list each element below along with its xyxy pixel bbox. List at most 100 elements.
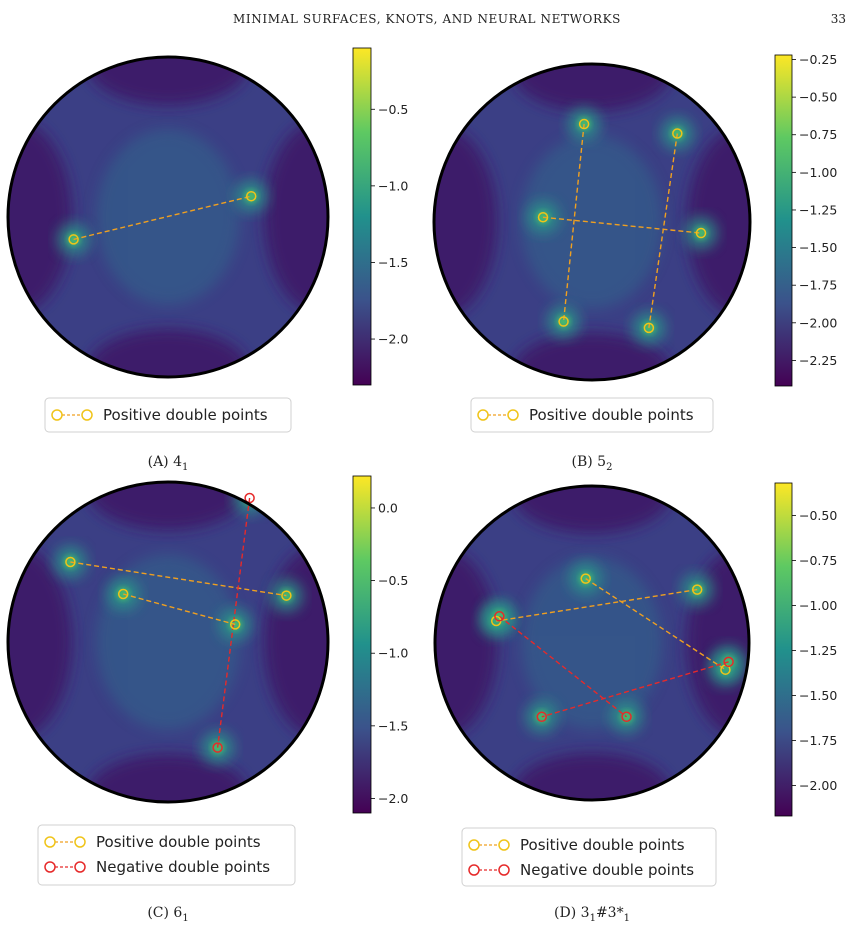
colorbar-tick-label: −2.0 <box>378 332 408 347</box>
colorbar-tick-label: −1.0 <box>378 646 408 661</box>
legend-marker <box>468 839 480 851</box>
rim-shade <box>8 121 72 313</box>
positive-double-point <box>691 584 703 595</box>
caption-subscript: 1 <box>624 913 630 924</box>
disk-outline <box>433 484 751 802</box>
colorbar-tick-label: −0.75 <box>799 127 837 142</box>
positive-double-point-link <box>585 578 726 671</box>
legend-positive-label: Positive double points <box>96 833 261 851</box>
disk-texture <box>8 482 328 802</box>
colorbar-tick-label: −2.00 <box>799 315 837 330</box>
legend-marker <box>498 839 510 851</box>
positive-double-point <box>580 573 591 584</box>
colorbar-tick-label: −1.5 <box>378 718 408 733</box>
colorbar-tick-label: −2.00 <box>799 778 837 793</box>
page-number: 33 <box>830 12 846 26</box>
positive-double-point <box>65 556 76 568</box>
colorbar-tick-label: −1.0 <box>378 178 408 193</box>
caption-subscript: 1 <box>182 462 188 473</box>
rim-shade <box>513 64 671 112</box>
colorbar-tick-label: −1.50 <box>799 240 837 255</box>
legend-marker <box>477 409 489 421</box>
rim-shade <box>88 482 248 530</box>
colorbar-tick-label: −2.25 <box>799 353 837 368</box>
legend-negative-label: Negative double points <box>96 858 270 876</box>
positive-double-point <box>643 322 655 334</box>
positive-double-point <box>68 234 79 245</box>
legend-marker <box>468 864 480 876</box>
colorbar <box>774 482 793 817</box>
panel-d: −0.50 −0.75 −1.00 −1.25 −1.50 −1.75 −2.00 Posit… <box>433 482 837 924</box>
positive-double-point <box>578 118 590 130</box>
positive-double-point-link <box>496 588 698 622</box>
rim-shade <box>88 329 248 377</box>
legend-box <box>470 397 714 433</box>
negative-double-point <box>212 742 223 753</box>
rim-shade <box>513 486 671 534</box>
negative-double-point-link <box>541 661 729 718</box>
legend-positive-label: Positive double points <box>103 406 268 424</box>
positive-double-point <box>117 588 129 600</box>
positive-double-point-link <box>70 561 287 597</box>
legend-positive-label: Positive double points <box>529 406 694 424</box>
colorbar-tick-label: −1.50 <box>799 688 837 703</box>
rim-shade <box>88 754 248 802</box>
colorbar-tick-label: −1.00 <box>799 165 837 180</box>
caption-subscript: 1 <box>182 913 188 924</box>
positive-double-point <box>281 590 292 601</box>
colorbar <box>352 47 372 386</box>
running-title: MINIMAL SURFACES, KNOTS, AND NEURAL NETW… <box>233 12 621 26</box>
positive-double-point-link <box>648 133 679 328</box>
disk-outline <box>6 480 330 804</box>
colorbar-tick-label: −0.50 <box>799 508 837 523</box>
negative-double-point <box>536 711 548 723</box>
rim-shade <box>264 121 328 313</box>
positive-double-point <box>245 190 257 202</box>
colorbar-tick-label: −1.75 <box>799 278 837 293</box>
legend-marker <box>507 409 519 421</box>
positive-double-point-link <box>562 123 585 322</box>
disk-outline <box>6 55 330 379</box>
negative-double-point <box>621 711 632 723</box>
legend-positive-label: Positive double points <box>520 836 685 854</box>
colorbar-tick-label: −1.25 <box>799 643 837 658</box>
disk-outline <box>432 62 752 382</box>
legend-negative-label: Negative double points <box>520 861 694 879</box>
positive-double-point <box>229 619 241 630</box>
colorbar <box>774 54 793 387</box>
caption-main: (A) 4 <box>148 454 182 470</box>
legend-marker <box>44 861 56 873</box>
caption-main: (D) 3 <box>554 905 590 921</box>
panel-b: −0.25 −0.50 −0.75 −1.00 −1.25 −1.50 −1.75 −2.00… <box>432 52 837 473</box>
colorbar-tick-label: −1.00 <box>799 598 837 613</box>
disk-texture <box>8 57 328 377</box>
rim-shade <box>88 57 248 105</box>
negative-double-point <box>244 492 255 504</box>
positive-double-point <box>695 227 707 239</box>
negative-double-point-link <box>216 497 251 748</box>
colorbar-tick-label: −0.75 <box>799 553 837 568</box>
panel-caption: (A) 41 <box>148 454 189 473</box>
rim-shade <box>513 332 671 380</box>
positive-double-point <box>672 128 683 139</box>
rim-shade <box>435 548 498 738</box>
panel-caption: (B) 52 <box>572 454 613 473</box>
panel-a: −0.5 −1.0 −1.5 −2.0 Positive double points (A… <box>6 47 408 473</box>
panel-c: 0.0 −0.5 −1.0 −1.5 −2.0 Positive double point… <box>6 475 408 924</box>
legend-marker <box>81 409 93 421</box>
legend-marker <box>44 836 56 848</box>
colorbar-tick-label: −1.75 <box>799 733 837 748</box>
legend-box <box>37 824 296 886</box>
colorbar <box>352 475 372 814</box>
legend-box <box>461 827 717 887</box>
positive-double-point-link <box>123 593 236 626</box>
colorbar-tick-label: −0.5 <box>378 573 408 588</box>
rim-shade <box>686 127 750 317</box>
legend-box <box>44 397 292 433</box>
rim-shade <box>434 127 498 317</box>
rim-shade <box>513 752 671 800</box>
colorbar-tick-label: −0.5 <box>378 102 408 117</box>
positive-double-point-link <box>542 216 702 234</box>
center-glow <box>521 556 663 730</box>
